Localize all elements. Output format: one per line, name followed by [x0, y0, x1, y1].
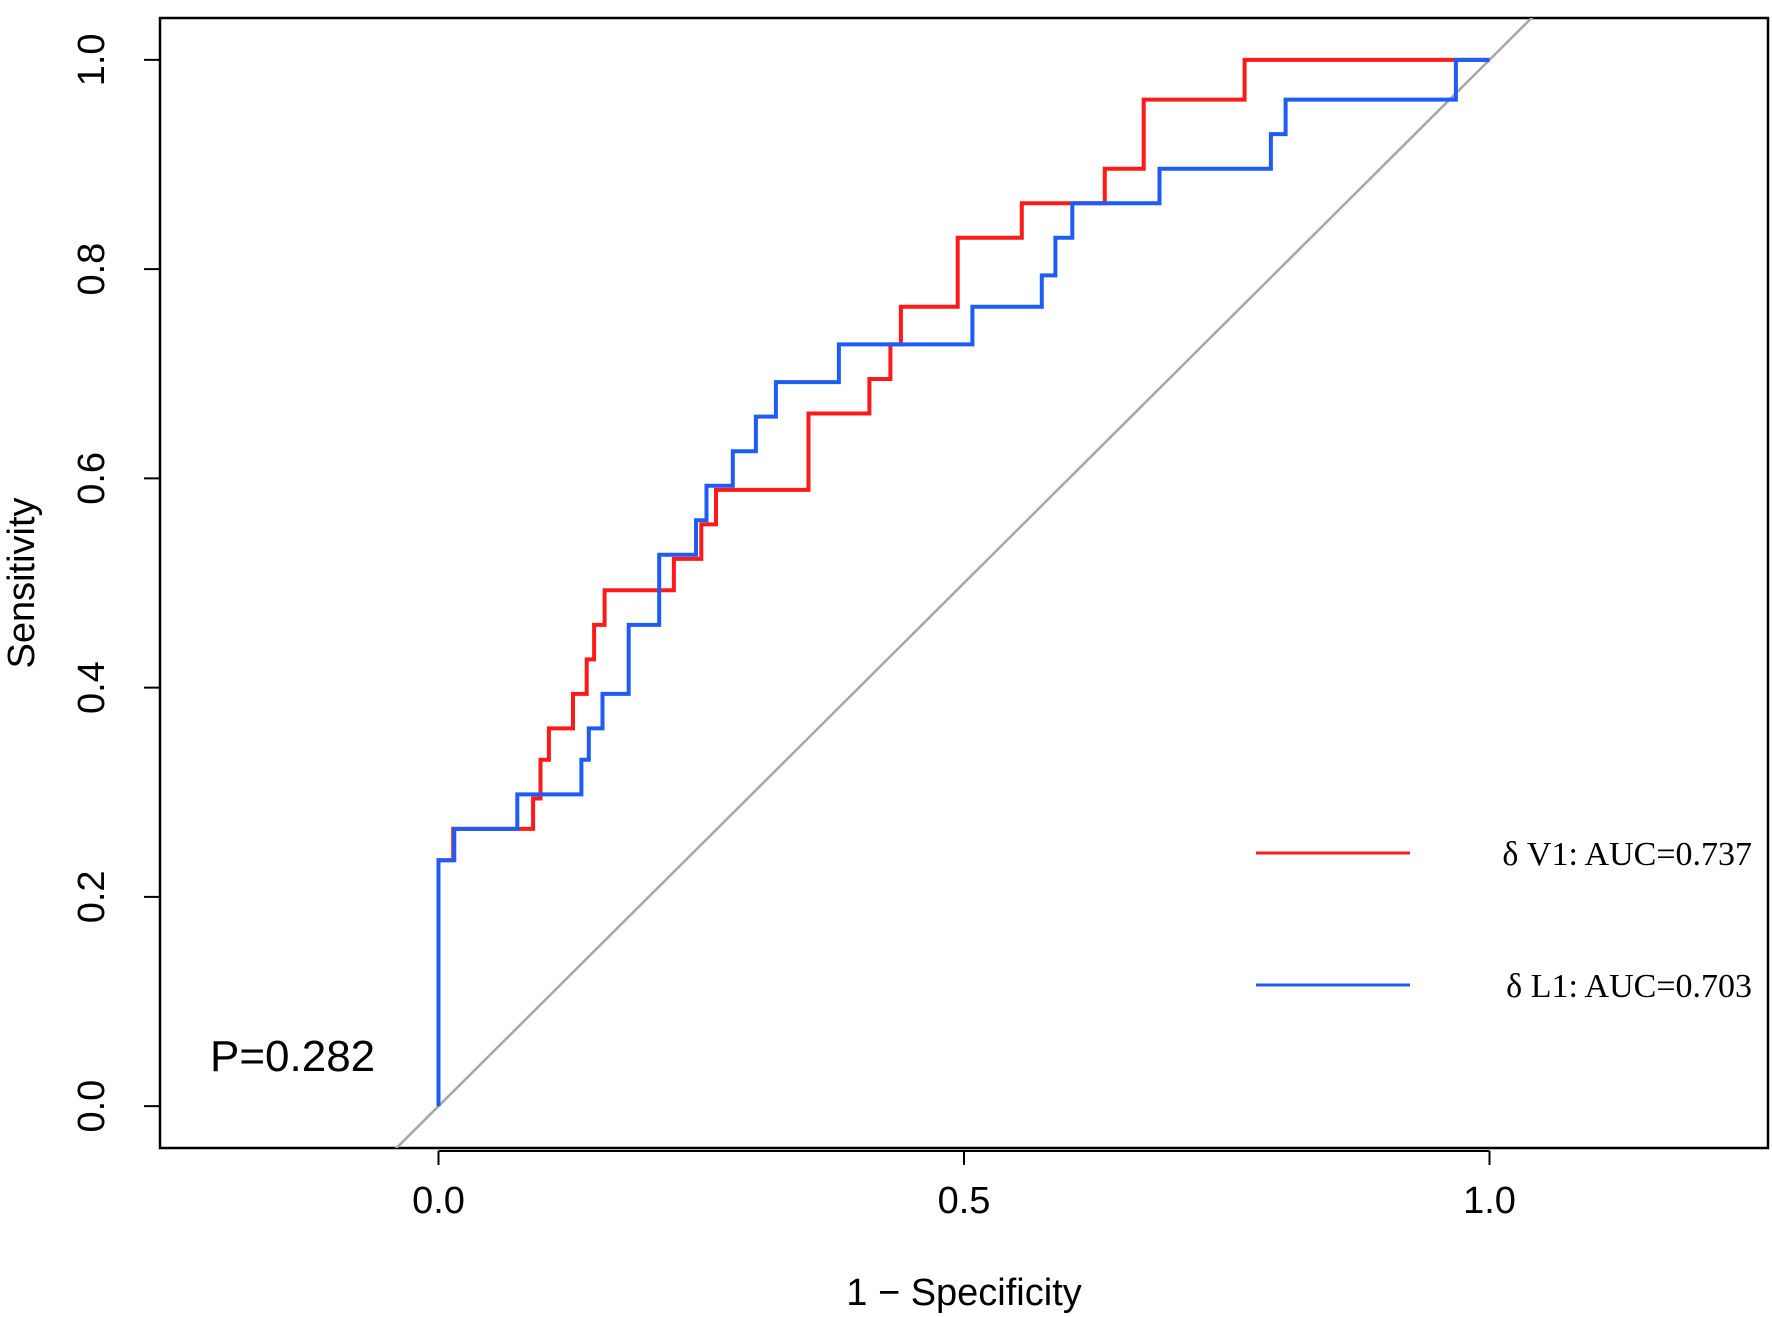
x-tick-label: 0.5 [938, 1180, 991, 1222]
x-axis-title: 1 − Specificity [846, 1272, 1082, 1314]
legend-label-2: δ L1: AUC=0.703 [1506, 968, 1752, 1005]
p-value-annotation: P=0.282 [210, 1032, 375, 1081]
y-tick-label: 1.0 [71, 33, 113, 86]
y-tick-label: 0.0 [71, 1080, 113, 1133]
x-axis: 0.0 0.5 1.0 [412, 1150, 1516, 1222]
legend: δ V1: AUC=0.737 δ L1: AUC=0.703 [1256, 836, 1752, 1005]
legend-label-1: δ V1: AUC=0.737 [1502, 836, 1752, 873]
y-tick-label: 0.2 [71, 870, 113, 923]
y-tick-label: 0.4 [71, 661, 113, 714]
series-line-2 [436, 57, 1490, 1107]
x-tick-label: 0.0 [412, 1180, 465, 1222]
reference-diagonal [394, 18, 1534, 1148]
y-tick-label: 0.8 [71, 243, 113, 296]
series-line-1 [436, 57, 1490, 1107]
y-axis-title: Sensitivity [1, 497, 43, 668]
y-axis: 0.0 0.2 0.4 0.6 0.8 1.0 [71, 33, 161, 1133]
x-tick-label: 1.0 [1463, 1180, 1516, 1222]
y-tick-label: 0.6 [71, 452, 113, 505]
